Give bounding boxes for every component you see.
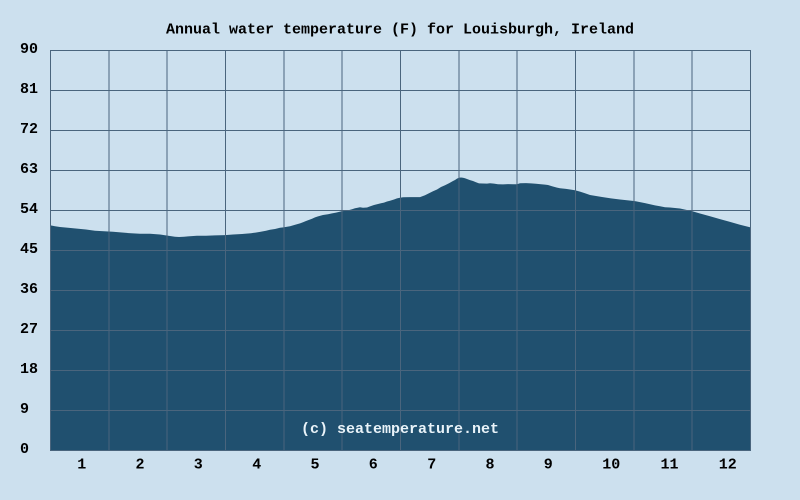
svg-text:10: 10 <box>602 457 620 474</box>
svg-text:3: 3 <box>194 457 203 474</box>
svg-text:2: 2 <box>136 457 145 474</box>
svg-text:Annual water temperature (F) f: Annual water temperature (F) for Louisbu… <box>166 22 634 39</box>
svg-text:11: 11 <box>661 457 679 474</box>
svg-text:5: 5 <box>311 457 320 474</box>
svg-text:4: 4 <box>252 457 261 474</box>
svg-text:36: 36 <box>20 281 38 298</box>
svg-text:27: 27 <box>20 321 38 338</box>
svg-text:81: 81 <box>20 81 38 98</box>
svg-text:12: 12 <box>719 457 737 474</box>
svg-text:45: 45 <box>20 241 38 258</box>
svg-text:9: 9 <box>20 401 29 418</box>
svg-text:9: 9 <box>544 457 553 474</box>
svg-text:8: 8 <box>486 457 495 474</box>
svg-text:6: 6 <box>369 457 378 474</box>
svg-text:90: 90 <box>20 41 38 58</box>
svg-text:0: 0 <box>20 441 29 458</box>
svg-text:18: 18 <box>20 361 38 378</box>
svg-text:54: 54 <box>20 201 38 218</box>
svg-text:63: 63 <box>20 161 38 178</box>
svg-text:(c) seatemperature.net: (c) seatemperature.net <box>301 421 499 438</box>
svg-text:1: 1 <box>77 457 86 474</box>
svg-text:72: 72 <box>20 121 38 138</box>
svg-text:7: 7 <box>427 457 436 474</box>
